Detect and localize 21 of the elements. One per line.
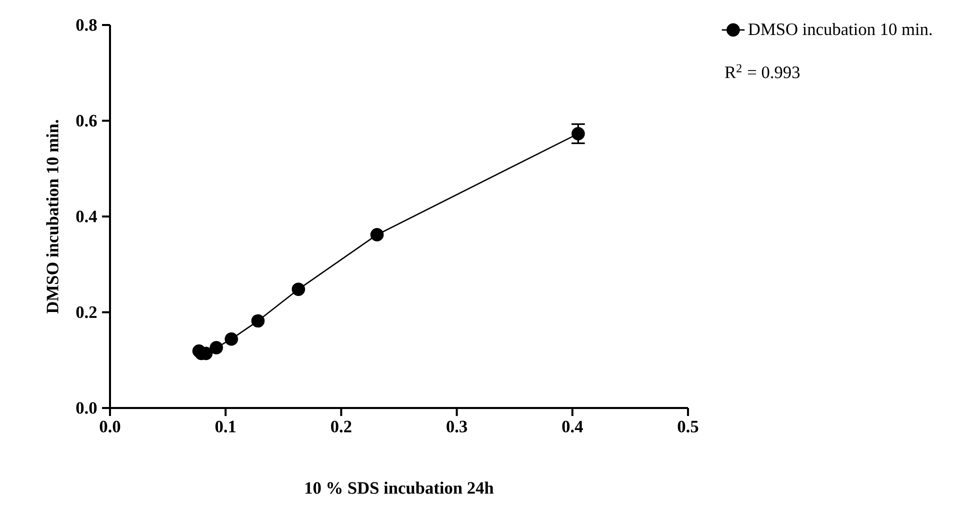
y-axis-title: DMSO incubation 10 min. bbox=[46, 120, 58, 314]
y-tick-label: 0.8 bbox=[76, 19, 97, 31]
point bbox=[210, 341, 224, 354]
x-tick-label: 0.5 bbox=[678, 420, 698, 432]
x-tick-label: 0.0 bbox=[100, 420, 120, 432]
x-tick-label: 0.2 bbox=[331, 420, 352, 432]
point bbox=[251, 314, 265, 328]
point bbox=[572, 127, 585, 140]
y-tick-label: 0.2 bbox=[76, 306, 97, 318]
x-axis-title: 10 % SDS incubation 24h bbox=[306, 482, 494, 494]
point bbox=[224, 332, 238, 346]
point bbox=[292, 282, 306, 296]
y-tick-label: 0.6 bbox=[76, 114, 97, 127]
text: R$^{2}$ = 0.993 bbox=[724, 64, 800, 78]
y-tick-label: 0.4 bbox=[76, 210, 97, 222]
x-tick-label: 0.1 bbox=[215, 420, 236, 432]
legend-label: DMSO incubation 10 min. bbox=[748, 22, 932, 36]
x-tick-label: 0.4 bbox=[562, 420, 583, 432]
y-tick-label: 0.0 bbox=[76, 402, 97, 414]
point bbox=[370, 228, 384, 242]
x-tick-label: 0.3 bbox=[446, 420, 468, 432]
